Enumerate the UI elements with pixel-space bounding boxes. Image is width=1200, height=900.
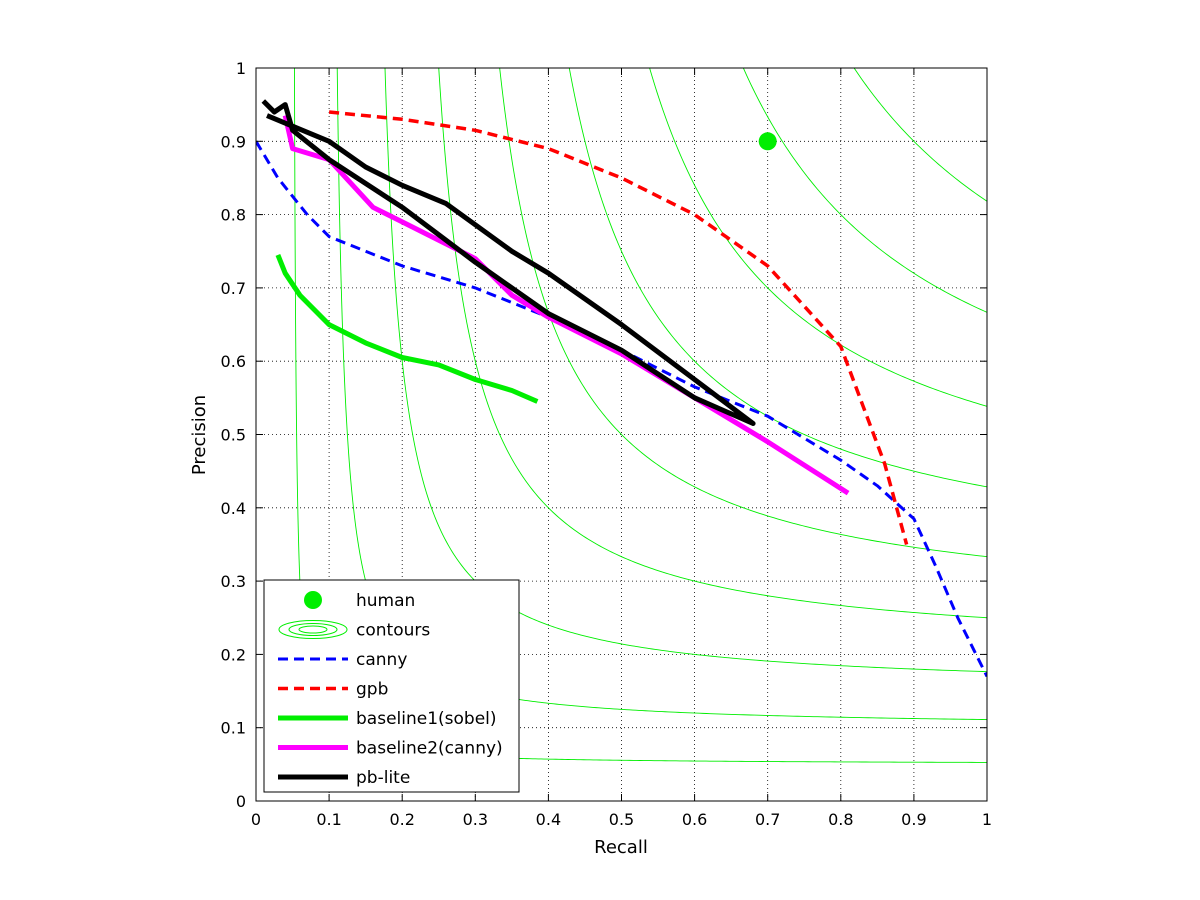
legend-box bbox=[263, 579, 520, 793]
f-contour-line bbox=[649, 68, 987, 407]
y-tick-label: 0.1 bbox=[221, 719, 246, 738]
y-tick-label: 0.2 bbox=[221, 645, 246, 664]
legend-label-canny: canny bbox=[356, 650, 407, 670]
legend-marker-contours bbox=[298, 625, 328, 634]
legend-label-pb-lite: pb-lite bbox=[356, 768, 410, 788]
y-tick-label: 0.5 bbox=[221, 426, 246, 445]
x-tick-label: 1 bbox=[982, 810, 992, 829]
legend-label-baseline1-sobel-: baseline1(sobel) bbox=[356, 709, 497, 729]
legend: human contours canny gpb baseline1(sobel) bas… bbox=[263, 579, 520, 793]
legend-marker-human bbox=[304, 591, 322, 609]
f-contour-line bbox=[568, 68, 987, 488]
y-tick-label: 0.9 bbox=[221, 132, 246, 151]
x-tick-labels: 0 0.1 0.2 0.3 0.4 0.5 0.6 0.7 0.8 0.9 1 bbox=[251, 810, 992, 829]
x-tick-label: 0.7 bbox=[755, 810, 780, 829]
y-tick-label: 0.8 bbox=[221, 206, 246, 225]
series-lines bbox=[256, 99, 987, 678]
x-tick-label: 0.8 bbox=[828, 810, 853, 829]
legend-label-contours: contours bbox=[356, 621, 430, 641]
x-tick-label: 0.9 bbox=[901, 810, 926, 829]
y-tick-label: 0.6 bbox=[221, 352, 246, 371]
y-tick-label: 0.7 bbox=[221, 279, 246, 298]
legend-label-human: human bbox=[356, 591, 415, 611]
f-contour-line bbox=[853, 68, 987, 202]
legend-label-gpb: gpb bbox=[356, 680, 388, 700]
legend-marker-contours bbox=[288, 623, 338, 636]
legend-label-baseline2-canny-: baseline2(canny) bbox=[356, 739, 503, 759]
x-tick-label: 0 bbox=[251, 810, 261, 829]
series-line-pb-lite bbox=[261, 99, 756, 426]
x-axis-label: Recall bbox=[594, 837, 648, 858]
y-axis-label: Precision bbox=[189, 395, 210, 475]
series-line-baseline1-sobel- bbox=[275, 253, 539, 404]
series-line-canny bbox=[256, 140, 987, 678]
f-contour-line bbox=[438, 68, 987, 619]
y-tick-label: 0 bbox=[236, 792, 246, 811]
y-tick-label: 0.4 bbox=[221, 499, 246, 518]
y-tick-labels: 0 0.1 0.2 0.3 0.4 0.5 0.6 0.7 0.8 0.9 1 bbox=[221, 59, 246, 811]
f-contour-line bbox=[742, 68, 987, 313]
series-line-gpb bbox=[328, 110, 909, 545]
x-tick-label: 0.1 bbox=[316, 810, 341, 829]
y-tick-label: 0.3 bbox=[221, 572, 246, 591]
x-tick-label: 0.5 bbox=[609, 810, 634, 829]
y-tick-label: 1 bbox=[236, 59, 246, 78]
x-tick-label: 0.3 bbox=[463, 810, 488, 829]
axis-ticks bbox=[255, 67, 988, 802]
human-point bbox=[758, 132, 777, 151]
x-tick-label: 0.4 bbox=[536, 810, 561, 829]
x-tick-label: 0.6 bbox=[682, 810, 707, 829]
x-tick-label: 0.2 bbox=[389, 810, 414, 829]
legend-marker-contours bbox=[278, 620, 348, 639]
f-contour-line bbox=[499, 68, 987, 558]
